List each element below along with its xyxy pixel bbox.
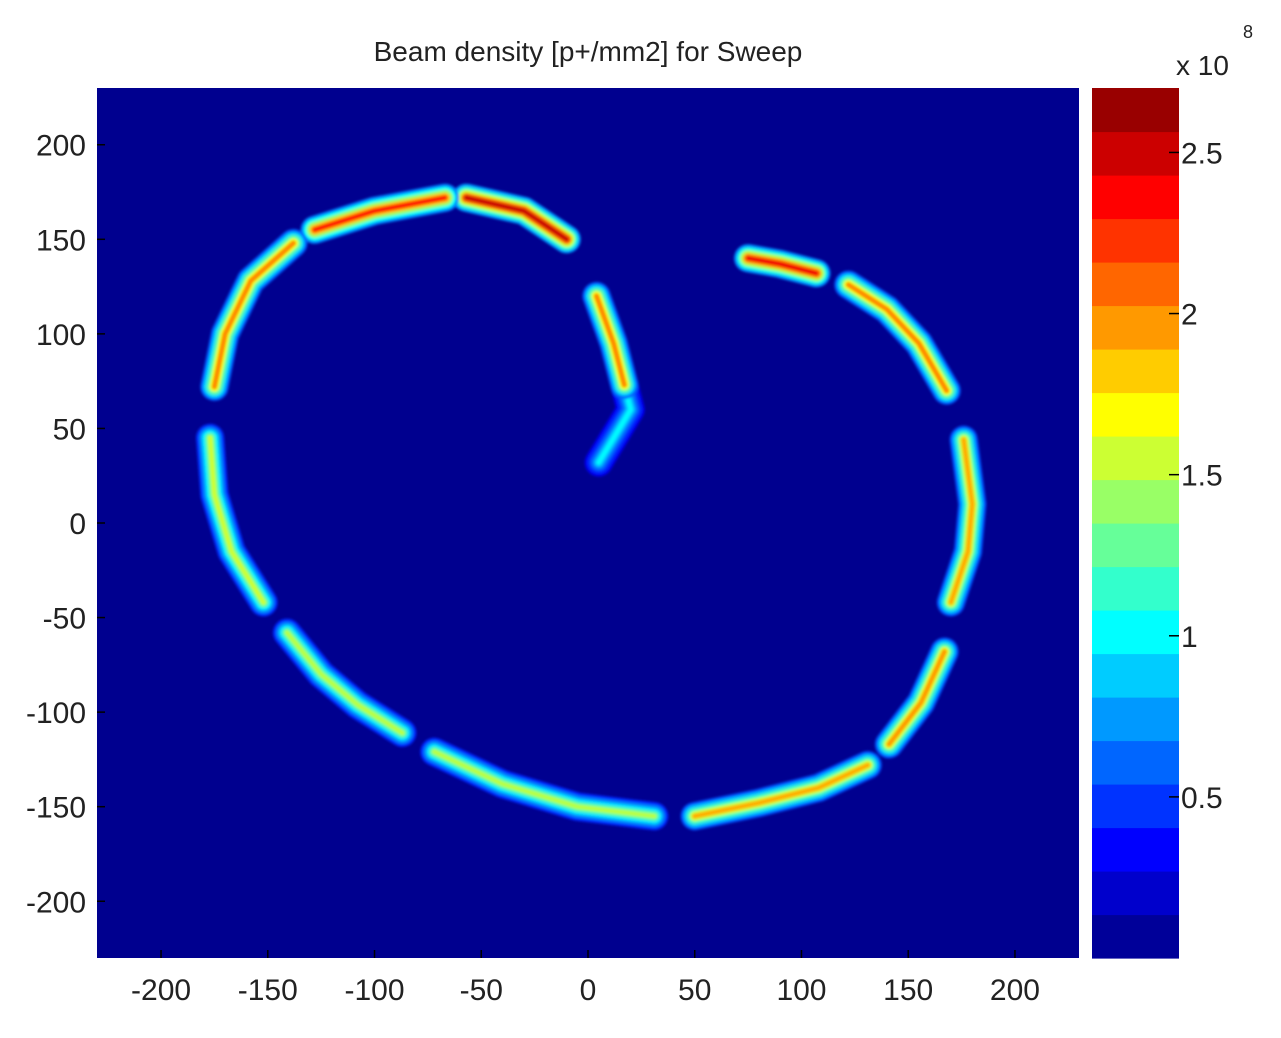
colorbar-tick-label: 2.5 [1181,137,1223,170]
colorbar-tick-label: 1 [1181,621,1198,654]
colorbar-band [1092,218,1179,263]
density-segment [420,737,669,831]
plot-area [97,88,1079,958]
colorbar-band [1092,262,1179,307]
colorbar-band [1092,88,1179,133]
colorbar-multiplier: x 10 [1176,50,1229,81]
x-tick-label: 100 [776,974,826,1007]
colorbar-tick-label: 0.5 [1181,782,1223,815]
colorbar-band [1092,653,1179,698]
colorbar-band [1092,827,1179,872]
x-tick-label: -200 [131,974,191,1007]
colorbar-band [1092,871,1179,916]
density-marks [196,183,987,831]
colorbar-band [1092,566,1179,611]
x-tick-label: -150 [238,974,298,1007]
colorbar: 0.5 1 1.5 2 2.5 [1092,88,1223,959]
colorbar-band [1092,610,1179,655]
colorbar-band [1092,131,1179,176]
density-segment [196,423,278,617]
density-segment [734,244,831,288]
colorbar-band [1092,784,1179,829]
x-tick-label: -50 [460,974,503,1007]
y-tick-label: 50 [53,413,86,446]
density-segment [582,282,639,399]
colorbar-band [1092,305,1179,350]
colorbar-band [1092,740,1179,785]
x-tick-label: -100 [344,974,404,1007]
colorbar-tick-label: 1.5 [1181,460,1223,493]
colorbar-band [1092,175,1179,220]
density-segment [936,425,987,617]
colorbar-band [1092,914,1179,959]
density-segment [875,637,959,759]
y-tick-label: -200 [26,886,86,919]
x-tick-label: 200 [990,974,1040,1007]
y-tick-label: -100 [26,697,86,730]
density-segment [834,270,961,405]
y-tick-label: 150 [36,224,86,257]
x-tick-label: 50 [678,974,711,1007]
y-tick-label: 100 [36,319,86,352]
colorbar-band [1092,436,1179,481]
x-axis: -200 -150 -100 -50 0 50 100 150 200 [131,950,1040,1007]
colorbar-band [1092,697,1179,742]
colorbar-band [1092,349,1179,394]
x-tick-label: 0 [580,974,597,1007]
density-segment [200,229,308,401]
y-tick-label: -150 [26,792,86,825]
density-segment [452,183,581,254]
y-axis: 200 150 100 50 0 -50 -100 -150 -200 [26,130,105,919]
colorbar-exponent: 8 [1243,22,1253,42]
colorbar-tick-label: 2 [1181,299,1198,332]
chart-title: Beam density [p+/mm2] for Sweep [374,36,803,67]
density-segment [300,183,459,244]
colorbar-band [1092,479,1179,524]
y-tick-label: 0 [69,508,86,541]
y-tick-label: 200 [36,130,86,163]
density-segment [680,751,882,831]
colorbar-band [1092,392,1179,437]
y-tick-label: -50 [43,603,86,636]
x-tick-label: 150 [883,974,933,1007]
colorbar-band [1092,523,1179,568]
density-segment [273,618,417,747]
